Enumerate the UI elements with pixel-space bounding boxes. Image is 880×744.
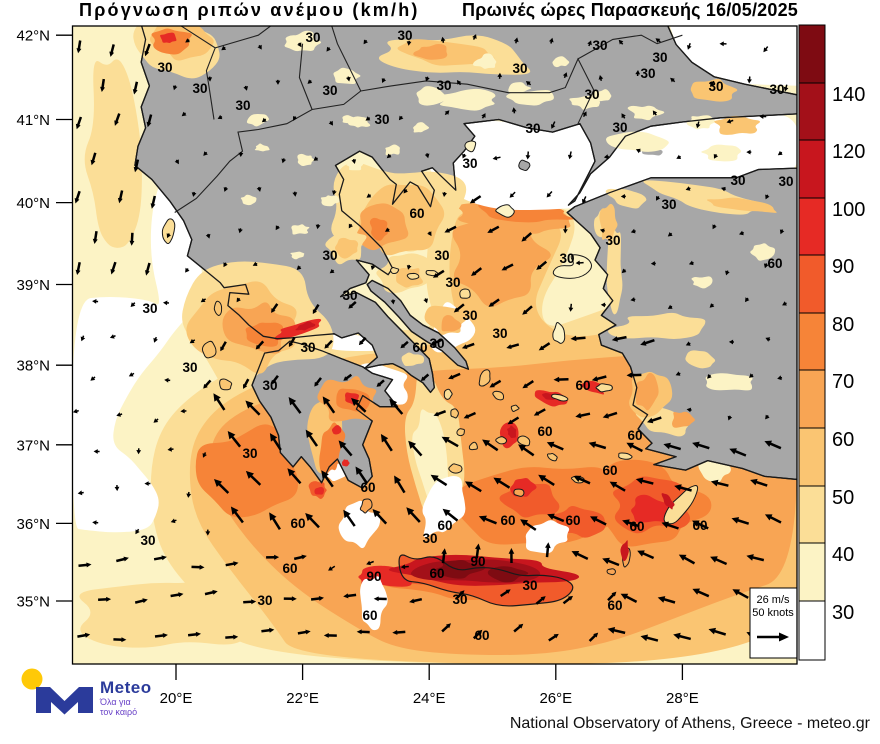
svg-text:60: 60	[437, 518, 452, 533]
svg-text:30: 30	[235, 98, 250, 113]
svg-text:30: 30	[157, 60, 172, 75]
svg-text:30: 30	[182, 360, 197, 375]
svg-text:30: 30	[492, 326, 507, 341]
svg-text:30: 30	[769, 82, 784, 97]
svg-text:30: 30	[661, 197, 676, 212]
svg-text:30: 30	[512, 61, 527, 76]
svg-text:70: 70	[832, 371, 854, 393]
svg-text:30: 30	[434, 248, 449, 263]
svg-text:30: 30	[436, 78, 451, 93]
svg-text:30: 30	[592, 38, 607, 53]
svg-text:40: 40	[832, 544, 854, 566]
svg-text:30: 30	[242, 446, 257, 461]
svg-text:60: 60	[474, 628, 489, 643]
svg-text:22°E: 22°E	[286, 690, 319, 707]
svg-text:30: 30	[397, 28, 412, 43]
svg-text:30: 30	[300, 340, 315, 355]
svg-text:35°N: 35°N	[16, 594, 50, 611]
svg-text:40°N: 40°N	[16, 195, 50, 212]
svg-text:90: 90	[366, 569, 381, 584]
svg-text:90: 90	[832, 256, 854, 278]
svg-text:38°N: 38°N	[16, 358, 50, 375]
svg-text:140: 140	[832, 84, 865, 106]
svg-text:60: 60	[607, 598, 622, 613]
svg-text:90: 90	[470, 554, 485, 569]
svg-text:60: 60	[537, 424, 552, 439]
svg-text:National Observatory of Athens: National Observatory of Athens, Greece -…	[510, 715, 871, 732]
svg-text:30: 30	[140, 533, 155, 548]
svg-text:60: 60	[500, 513, 515, 528]
svg-text:30: 30	[257, 593, 272, 608]
svg-text:30: 30	[374, 112, 389, 127]
svg-text:60: 60	[429, 566, 444, 581]
svg-text:20°E: 20°E	[160, 690, 193, 707]
svg-text:24°E: 24°E	[413, 690, 446, 707]
svg-text:30: 30	[422, 531, 437, 546]
svg-text:30: 30	[462, 308, 477, 323]
svg-text:39°N: 39°N	[16, 277, 50, 294]
svg-text:60: 60	[767, 256, 782, 271]
svg-text:Meteo: Meteo	[100, 678, 152, 697]
svg-text:30: 30	[832, 602, 854, 624]
svg-text:26 m/s: 26 m/s	[756, 594, 790, 606]
svg-text:60: 60	[565, 513, 580, 528]
svg-text:30: 30	[142, 301, 157, 316]
svg-text:50 knots: 50 knots	[752, 607, 794, 619]
svg-text:Όλα για: Όλα για	[99, 697, 131, 707]
svg-text:30: 30	[559, 251, 574, 266]
svg-text:100: 100	[832, 199, 865, 221]
svg-text:60: 60	[629, 519, 644, 534]
svg-text:Πρωινές ώρες Παρασκευής 16/05/: Πρωινές ώρες Παρασκευής 16/05/2025	[462, 0, 798, 20]
svg-text:30: 30	[452, 592, 467, 607]
svg-text:τον καιρό: τον καιρό	[100, 707, 137, 717]
svg-text:36°N: 36°N	[16, 516, 50, 533]
svg-text:30: 30	[525, 121, 540, 136]
svg-text:26°E: 26°E	[539, 690, 572, 707]
svg-text:28°E: 28°E	[666, 690, 699, 707]
svg-text:37°N: 37°N	[16, 437, 50, 454]
svg-text:60: 60	[692, 518, 707, 533]
svg-text:30: 30	[429, 336, 444, 351]
svg-text:60: 60	[360, 480, 375, 495]
svg-text:60: 60	[627, 428, 642, 443]
svg-text:30: 30	[322, 248, 337, 263]
svg-text:30: 30	[640, 66, 655, 81]
svg-text:30: 30	[462, 156, 477, 171]
svg-text:30: 30	[605, 233, 620, 248]
svg-text:120: 120	[832, 141, 865, 163]
svg-text:42°N: 42°N	[16, 28, 50, 45]
svg-text:41°N: 41°N	[16, 112, 50, 129]
svg-text:30: 30	[342, 288, 357, 303]
svg-text:30: 30	[445, 275, 460, 290]
svg-text:Πρόγνωση ριπών ανέμου (km/h): Πρόγνωση ριπών ανέμου (km/h)	[79, 0, 420, 20]
svg-text:60: 60	[282, 561, 297, 576]
svg-text:30: 30	[522, 578, 537, 593]
svg-text:30: 30	[652, 50, 667, 65]
svg-text:60: 60	[575, 378, 590, 393]
svg-text:30: 30	[305, 30, 320, 45]
svg-text:30: 30	[708, 79, 723, 94]
svg-text:30: 30	[778, 174, 793, 189]
svg-text:50: 50	[832, 487, 854, 509]
svg-text:30: 30	[612, 120, 627, 135]
svg-text:30: 30	[322, 83, 337, 98]
svg-text:30: 30	[192, 81, 207, 96]
svg-text:60: 60	[602, 463, 617, 478]
svg-text:30: 30	[730, 173, 745, 188]
svg-text:60: 60	[409, 206, 424, 221]
svg-text:60: 60	[290, 516, 305, 531]
svg-text:60: 60	[832, 429, 854, 451]
svg-text:60: 60	[362, 608, 377, 623]
svg-text:30: 30	[584, 87, 599, 102]
svg-text:60: 60	[412, 340, 427, 355]
svg-text:80: 80	[832, 314, 854, 336]
svg-text:30: 30	[262, 378, 277, 393]
